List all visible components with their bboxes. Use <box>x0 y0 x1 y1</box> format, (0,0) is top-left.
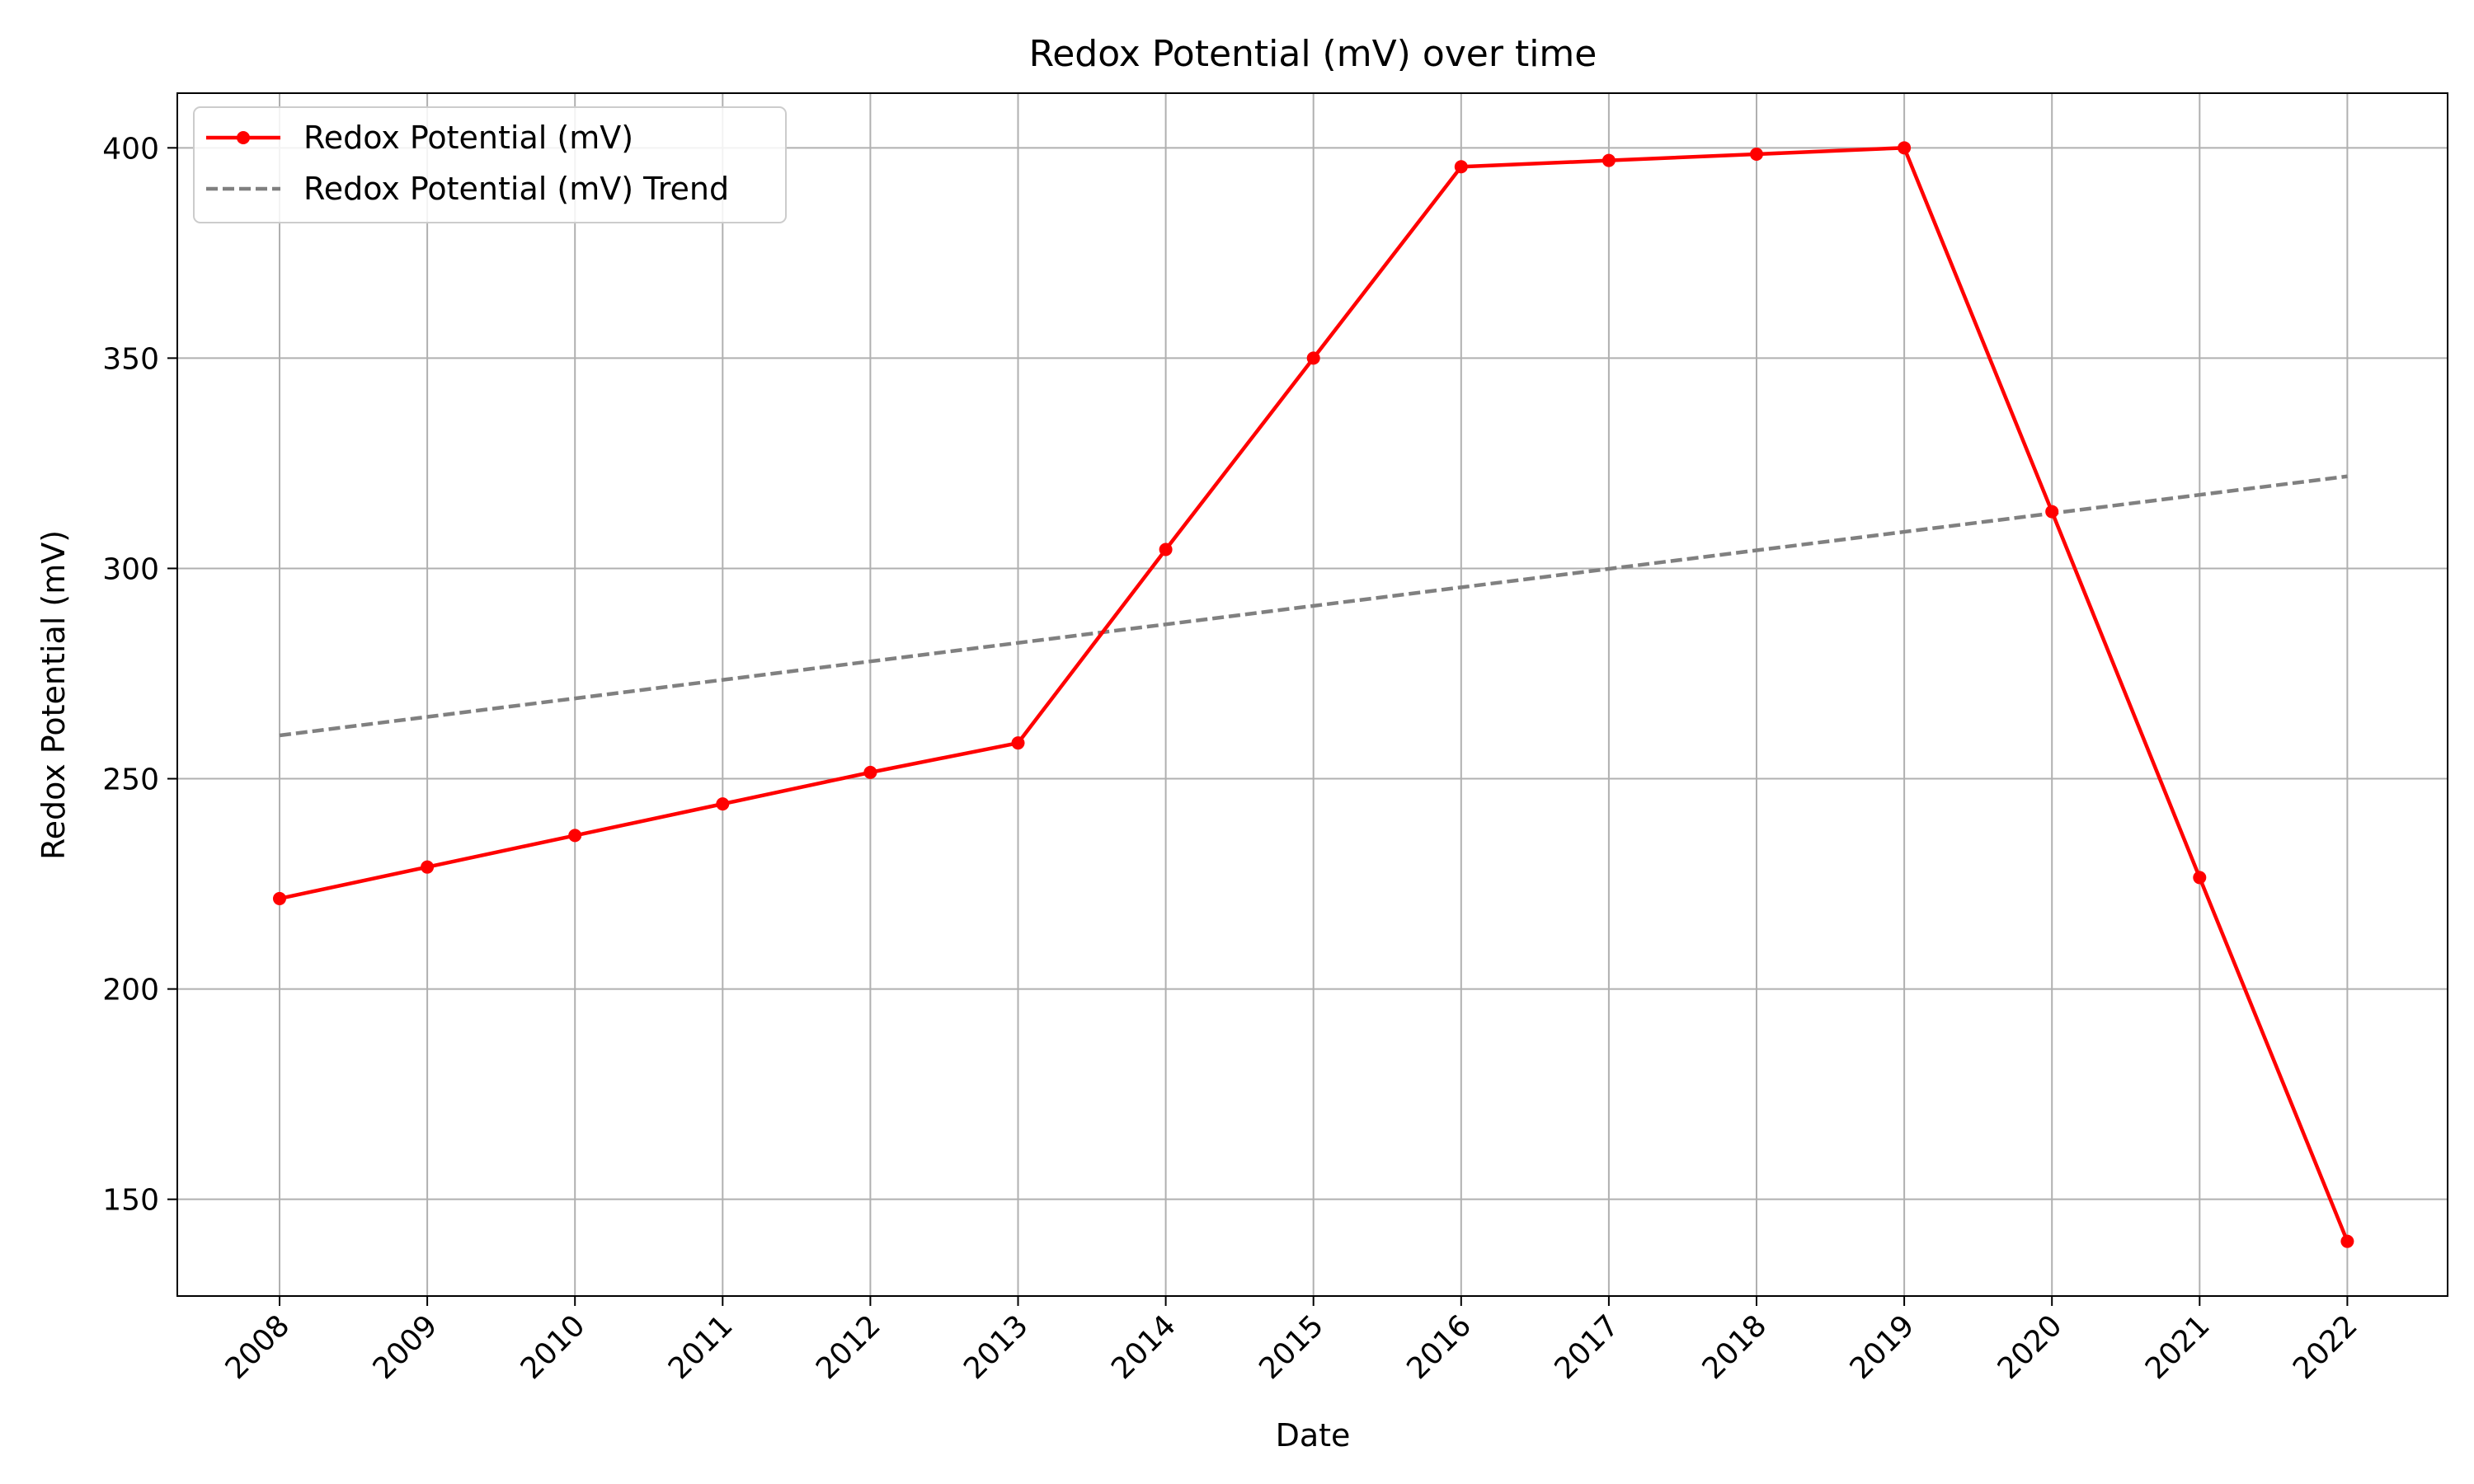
y-tick-label: 250 <box>102 763 159 797</box>
x-tick-label: 2022 <box>2287 1308 2364 1386</box>
x-axis-label: Date <box>1276 1417 1351 1453</box>
data-point <box>2193 871 2207 885</box>
legend-marker <box>237 131 250 144</box>
legend-box <box>193 106 787 223</box>
x-tick-label: 2013 <box>957 1308 1035 1386</box>
y-tick-label: 350 <box>102 342 159 376</box>
data-point <box>2045 505 2059 519</box>
y-tick-label: 150 <box>102 1184 159 1218</box>
y-axis-label: Redox Potential (mV) <box>35 530 72 860</box>
data-point <box>1750 147 1763 161</box>
ticks: 2008 2009 2010 2011 2012 2013 2014 2015 2016 2017… <box>102 132 2363 1386</box>
data-point <box>421 860 435 874</box>
data-point <box>1602 153 1616 167</box>
data-point <box>1159 542 1173 556</box>
y-tick-label: 200 <box>102 974 159 1007</box>
x-tick-label: 2014 <box>1105 1308 1183 1386</box>
x-tick-label: 2008 <box>219 1308 297 1386</box>
grid <box>177 93 2448 1296</box>
data-point <box>2340 1234 2354 1248</box>
data-point <box>1898 141 1912 155</box>
y-tick-label: 300 <box>102 552 159 586</box>
plot-frame <box>176 92 2448 1297</box>
data-point <box>1454 160 1468 174</box>
x-tick-label: 2018 <box>1696 1308 1774 1386</box>
x-tick-label: 2010 <box>515 1308 592 1386</box>
x-tick-label: 2012 <box>810 1308 887 1386</box>
data-point <box>716 797 730 811</box>
x-tick-label: 2019 <box>1844 1308 1921 1386</box>
data-point <box>1306 351 1320 365</box>
x-tick-label: 2021 <box>2139 1308 2217 1386</box>
x-tick-label: 2020 <box>1992 1308 2069 1386</box>
data-point <box>568 829 582 843</box>
y-tick-label: 400 <box>102 132 159 166</box>
chart-title: Redox Potential (mV) over time <box>1029 33 1597 75</box>
data-point <box>273 891 286 905</box>
legend: Redox Potential (mV) Redox Potential (mV)… <box>193 106 787 223</box>
x-tick-label: 2017 <box>1548 1308 1625 1386</box>
x-tick-label: 2011 <box>662 1308 740 1386</box>
x-tick-label: 2009 <box>367 1308 444 1386</box>
x-tick-label: 2016 <box>1400 1308 1478 1386</box>
x-tick-label: 2015 <box>1253 1308 1330 1386</box>
legend-label: Redox Potential (mV) Trend <box>303 171 729 207</box>
data-point <box>1011 736 1025 750</box>
series-layer <box>273 141 2354 1248</box>
legend-label: Redox Potential (mV) <box>303 120 633 156</box>
data-point <box>863 765 877 779</box>
series-line-trend <box>279 474 2348 738</box>
